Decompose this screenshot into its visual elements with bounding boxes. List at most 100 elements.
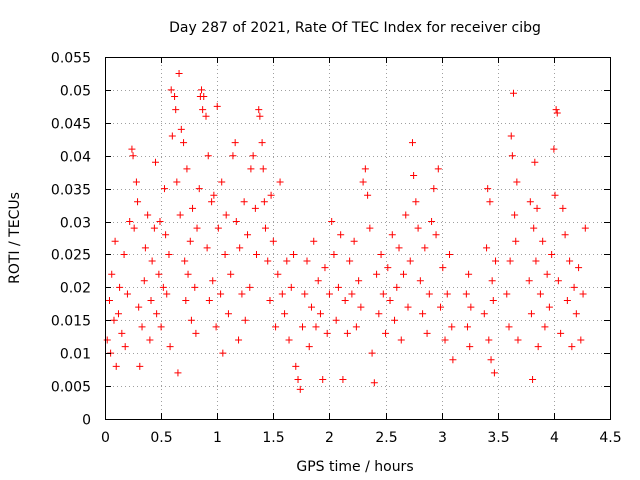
data-point [195, 185, 203, 193]
data-point [312, 323, 320, 331]
data-point [437, 303, 445, 311]
chart-title: Day 287 of 2021, Rate Of TEC Index for r… [169, 20, 541, 36]
data-point [539, 237, 547, 245]
y-tick-label: 0.045 [51, 117, 91, 133]
data-point [533, 204, 541, 212]
data-point [414, 224, 422, 232]
data-point [299, 323, 307, 331]
data-point [155, 270, 163, 278]
data-point [483, 244, 491, 252]
data-point [238, 290, 246, 298]
data-point [514, 336, 522, 344]
data-point [572, 310, 580, 318]
data-point [408, 139, 416, 147]
data-point [526, 198, 534, 206]
data-point [140, 277, 148, 285]
data-point [187, 316, 195, 324]
data-point [443, 290, 451, 298]
data-point [191, 283, 199, 291]
data-point [162, 231, 170, 239]
data-point [425, 290, 433, 298]
data-point [218, 178, 226, 186]
data-point [148, 257, 156, 265]
data-point [274, 270, 282, 278]
data-point [205, 297, 213, 305]
data-point [463, 323, 471, 331]
data-point [348, 290, 356, 298]
data-point [316, 310, 324, 318]
data-point [258, 139, 266, 147]
data-point [227, 270, 235, 278]
data-point [134, 198, 142, 206]
data-point [346, 257, 354, 265]
data-point [181, 257, 189, 265]
data-point [527, 310, 535, 318]
data-point [193, 224, 201, 232]
data-point [511, 211, 519, 219]
data-point [301, 290, 309, 298]
data-point [123, 290, 131, 298]
data-point [209, 277, 217, 285]
y-tick-label: 0 [82, 413, 91, 429]
x-tick-label: 0 [101, 430, 110, 446]
data-point [105, 297, 113, 305]
data-point [404, 303, 412, 311]
data-point [364, 191, 372, 199]
data-point [251, 204, 259, 212]
data-point [485, 336, 493, 344]
data-point [428, 218, 436, 226]
data-point [174, 369, 182, 377]
y-tick-label: 0.03 [60, 216, 91, 232]
data-point [489, 297, 497, 305]
data-point [487, 356, 495, 364]
data-point [581, 224, 589, 232]
data-point [198, 86, 206, 94]
data-point [261, 224, 269, 232]
data-point [559, 204, 567, 212]
data-point [554, 277, 562, 285]
data-point [332, 316, 340, 324]
y-tick-label: 0.02 [60, 281, 91, 297]
data-point [294, 376, 302, 384]
data-point [416, 277, 424, 285]
data-point [236, 244, 244, 252]
data-point [553, 109, 561, 117]
x-axis-title: GPS time / hours [296, 459, 413, 475]
data-point [423, 329, 431, 337]
data-point [467, 303, 475, 311]
data-point [183, 165, 191, 173]
data-point [114, 310, 122, 318]
x-tick-label: 4.5 [599, 430, 621, 446]
data-point [328, 218, 336, 226]
data-point [247, 165, 255, 173]
data-point [212, 323, 220, 331]
data-point [484, 185, 492, 193]
data-point [144, 211, 152, 219]
data-point [110, 316, 118, 324]
data-point [296, 385, 304, 393]
y-tick-label: 0.01 [60, 347, 91, 363]
data-point [330, 250, 338, 258]
data-point [541, 323, 549, 331]
x-tick-label: 2 [325, 430, 334, 446]
data-point [529, 376, 537, 384]
y-tick-label: 0.035 [51, 183, 91, 199]
data-point [512, 237, 520, 245]
data-point [561, 231, 569, 239]
data-point [241, 316, 249, 324]
data-point [147, 297, 155, 305]
y-axis-tick-labels: 0 0.005 0.01 0.015 0.02 0.025 0.03 0.035 0.04 0.0… [51, 51, 91, 429]
data-point [287, 283, 295, 291]
data-point [406, 257, 414, 265]
data-point [186, 237, 194, 245]
data-point [210, 191, 218, 199]
y-tick-label: 0.015 [51, 314, 91, 330]
data-point [272, 323, 280, 331]
data-point [267, 191, 275, 199]
data-point [397, 336, 405, 344]
data-point [448, 323, 456, 331]
data-point [150, 224, 158, 232]
data-point [126, 218, 134, 226]
y-tick-label: 0.04 [60, 150, 91, 166]
data-point [278, 290, 286, 298]
